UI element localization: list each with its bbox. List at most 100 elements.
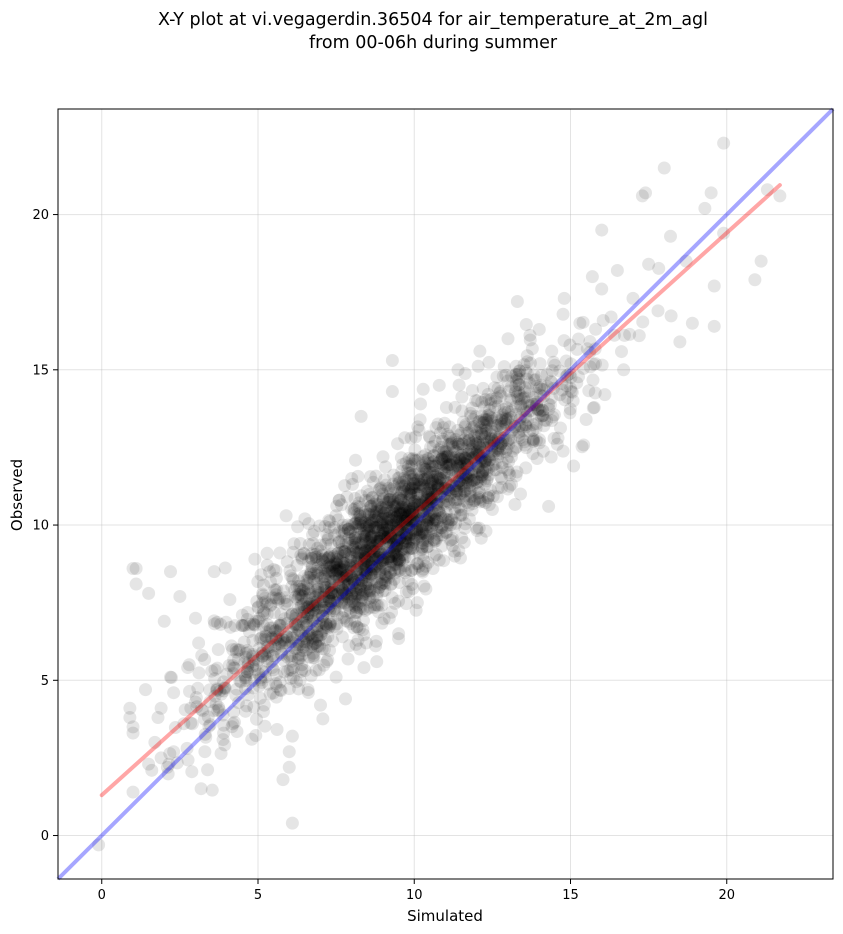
scatter-point xyxy=(343,525,357,539)
scatter-point xyxy=(488,444,502,458)
scatter-point xyxy=(353,581,367,595)
scatter-point xyxy=(496,369,510,383)
scatter-point xyxy=(232,652,246,666)
scatter-point xyxy=(417,579,431,593)
scatter-point xyxy=(398,551,412,565)
scatter-point xyxy=(453,452,467,466)
scatter-point xyxy=(354,536,368,550)
scatter-point xyxy=(379,460,393,474)
scatter-point xyxy=(332,580,346,594)
scatter-point xyxy=(209,697,223,711)
scatter-point xyxy=(379,478,393,492)
scatter-point xyxy=(228,715,242,729)
scatter-point xyxy=(372,581,386,595)
scatter-point xyxy=(388,543,402,557)
scatter-point xyxy=(274,634,288,648)
scatter-point xyxy=(457,433,471,447)
scatter-point xyxy=(296,643,310,657)
scatter-point xyxy=(458,517,472,531)
scatter-point xyxy=(154,701,168,715)
scatter-point xyxy=(264,598,278,612)
scatter-point xyxy=(438,466,452,480)
scatter-point xyxy=(420,499,434,513)
scatter-point xyxy=(472,521,486,535)
scatter-point xyxy=(250,594,264,608)
scatter-point xyxy=(422,429,436,443)
scatter-point xyxy=(480,423,494,437)
scatter-point xyxy=(278,633,292,647)
scatter-point xyxy=(311,597,325,611)
scatter-point xyxy=(280,629,294,643)
scatter-point xyxy=(337,556,351,570)
scatter-point xyxy=(297,579,311,593)
scatter-point xyxy=(370,545,384,559)
scatter-point xyxy=(374,500,388,514)
scatter-point xyxy=(398,514,412,528)
scatter-point xyxy=(373,567,387,581)
scatter-point xyxy=(478,496,492,510)
scatter-point xyxy=(459,476,473,490)
scatter-point xyxy=(406,542,420,556)
scatter-point xyxy=(387,499,401,513)
scatter-point xyxy=(315,548,329,562)
scatter-point xyxy=(445,458,459,472)
scatter-point xyxy=(345,471,359,485)
scatter-point xyxy=(425,491,439,505)
scatter-point xyxy=(435,452,449,466)
scatter-point xyxy=(394,487,408,501)
scatter-point xyxy=(403,466,417,480)
scatter-point xyxy=(493,443,507,457)
scatter-point xyxy=(347,595,361,609)
scatter-point xyxy=(534,409,548,423)
scatter-point xyxy=(426,513,440,527)
scatter-point xyxy=(384,505,398,519)
scatter-point xyxy=(380,523,394,537)
scatter-point xyxy=(465,401,479,415)
scatter-point xyxy=(457,451,471,465)
scatter-point xyxy=(442,495,456,509)
scatter-point xyxy=(376,551,390,565)
scatter-point xyxy=(254,673,268,687)
scatter-point xyxy=(349,606,363,620)
scatter-point xyxy=(415,495,429,509)
scatter-point xyxy=(408,531,422,545)
scatter-point xyxy=(353,509,367,523)
scatter-point xyxy=(340,568,354,582)
scatter-point xyxy=(255,649,269,663)
scatter-point xyxy=(312,633,326,647)
scatter-point xyxy=(377,529,391,543)
scatter-point xyxy=(382,481,396,495)
scatter-point xyxy=(338,570,352,584)
scatter-point xyxy=(400,516,414,530)
scatter-point xyxy=(328,556,342,570)
scatter-point xyxy=(295,640,309,654)
scatter-point xyxy=(461,458,475,472)
scatter-point xyxy=(465,479,479,493)
scatter-point xyxy=(237,635,251,649)
scatter-point xyxy=(408,477,422,491)
scatter-point xyxy=(359,558,373,572)
scatter-point xyxy=(314,628,328,642)
scatter-point xyxy=(332,535,346,549)
scatter-point xyxy=(399,528,413,542)
scatter-point xyxy=(449,495,463,509)
scatter-point xyxy=(451,466,465,480)
scatter-point xyxy=(526,390,540,404)
scatter-point xyxy=(352,535,366,549)
scatter-point xyxy=(351,587,365,601)
scatter-point xyxy=(349,516,363,530)
scatter-point xyxy=(427,449,441,463)
scatter-point xyxy=(450,484,464,498)
scatter-point xyxy=(514,392,528,406)
scatter-point xyxy=(439,512,452,526)
scatter-point xyxy=(325,586,339,600)
scatter-point xyxy=(495,460,509,474)
scatter-point xyxy=(365,530,379,544)
scatter-point xyxy=(308,636,322,650)
scatter-point xyxy=(178,703,192,717)
scatter-point xyxy=(357,562,371,576)
scatter-point xyxy=(361,581,375,595)
scatter-point xyxy=(293,623,307,637)
scatter-point xyxy=(416,537,430,551)
scatter-point xyxy=(587,357,601,371)
